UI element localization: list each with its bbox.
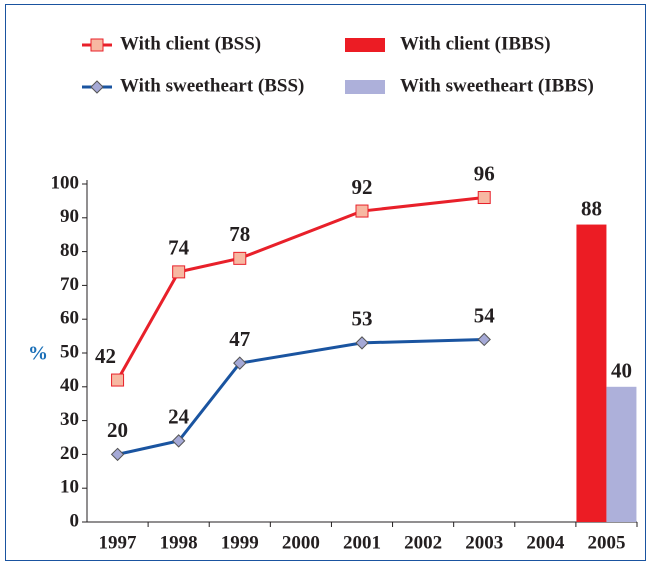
y-tick-label: 40 [60, 375, 79, 396]
legend-label: With client (IBBS) [400, 33, 551, 54]
marker [90, 38, 104, 52]
y-tick-label: 20 [60, 443, 79, 464]
x-tick-label: 2003 [465, 532, 503, 553]
y-tick-label: 80 [60, 240, 79, 261]
data-label: 47 [229, 327, 250, 351]
data-label: 92 [352, 175, 373, 199]
legend-label: With sweetheart (BSS) [120, 75, 304, 96]
frame [5, 4, 646, 561]
bar [606, 386, 637, 522]
legend-swatch [345, 38, 385, 52]
y-tick-label: 10 [60, 477, 79, 498]
bar [576, 224, 607, 522]
x-tick-label: 1999 [221, 532, 259, 553]
marker [171, 434, 186, 448]
marker [477, 332, 491, 347]
y-tick-label: 50 [60, 341, 79, 362]
y-tick-label: 90 [60, 206, 79, 227]
y-tick-label: 30 [60, 409, 79, 430]
x-tick-label: 2004 [526, 532, 565, 553]
y-tick-label: 60 [60, 308, 79, 329]
data-label: 40 [611, 359, 632, 383]
data-label: 53 [352, 307, 373, 331]
y-tick-label: 0 [70, 510, 80, 531]
marker [477, 191, 491, 205]
legend-label: With client (BSS) [120, 33, 261, 54]
data-label: 96 [474, 161, 495, 185]
marker [355, 204, 369, 218]
marker [233, 251, 247, 265]
marker [110, 447, 125, 462]
marker [111, 373, 125, 387]
data-label: 42 [95, 344, 116, 368]
y-axis-label: % [28, 343, 48, 365]
marker [233, 356, 247, 370]
y-tick-label: 100 [51, 172, 80, 193]
x-tick-label: 2005 [587, 532, 625, 553]
marker [355, 336, 369, 350]
marker [172, 265, 186, 279]
legend-label: With sweetheart (IBBS) [400, 75, 594, 96]
x-tick-label: 1997 [99, 532, 138, 553]
data-label: 24 [168, 405, 190, 429]
data-label: 20 [107, 418, 128, 442]
x-tick-label: 2001 [343, 532, 381, 553]
legend-swatch [345, 80, 385, 94]
marker [90, 80, 104, 94]
x-tick-label: 2002 [404, 532, 442, 553]
data-label: 54 [474, 303, 496, 327]
x-tick-label: 1998 [160, 532, 198, 553]
data-label: 88 [581, 196, 602, 220]
y-tick-label: 70 [60, 274, 79, 295]
data-label: 74 [168, 236, 190, 260]
data-label: 78 [229, 222, 250, 246]
x-tick-label: 2000 [282, 532, 320, 553]
